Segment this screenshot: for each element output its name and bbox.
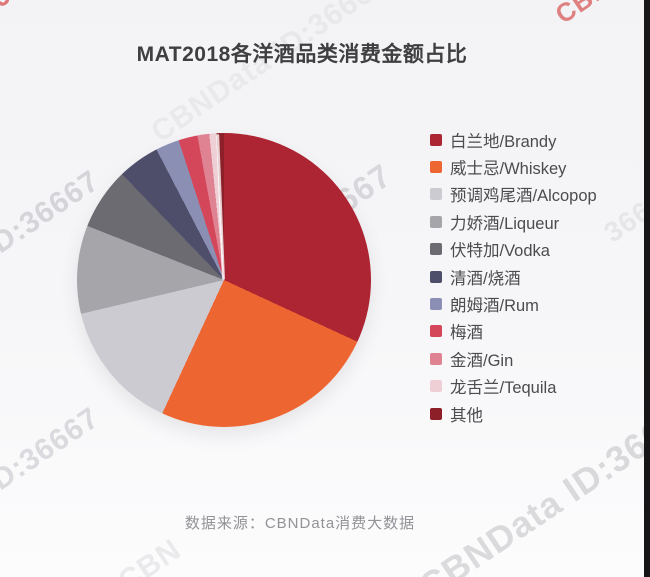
legend-color-swatch bbox=[430, 215, 442, 228]
legend-label: 威士忌/Whiskey bbox=[450, 160, 567, 179]
legend-item: 威士忌/Whiskey bbox=[430, 153, 645, 180]
legend-item: 朗姆酒/Rum bbox=[430, 290, 645, 317]
data-source-note: 数据来源：CBNData消费大数据 bbox=[184, 515, 416, 532]
legend-label: 朗姆酒/Rum bbox=[450, 297, 539, 316]
legend-item: 力娇酒/Liqueur bbox=[430, 208, 645, 235]
legend-color-swatch bbox=[430, 380, 442, 393]
legend-label: 力娇酒/Liqueur bbox=[450, 214, 560, 233]
legend-label: 其他 bbox=[450, 406, 483, 425]
legend-item: 白兰地/Brandy bbox=[430, 126, 645, 153]
watermark-text: ID:36667 bbox=[0, 401, 106, 503]
legend-item: 龙舌兰/Tequila bbox=[430, 373, 645, 400]
legend-label: 预调鸡尾酒/Alcopop bbox=[450, 187, 597, 206]
watermark-text: 6667 bbox=[0, 0, 44, 24]
legend-color-swatch bbox=[430, 352, 442, 365]
legend-label: 龙舌兰/Tequila bbox=[450, 379, 557, 398]
legend-label: 梅酒 bbox=[450, 324, 483, 343]
legend-label: 伏特加/Vodka bbox=[450, 242, 550, 261]
pie-slice-separator bbox=[216, 134, 225, 281]
legend-color-swatch bbox=[430, 133, 442, 146]
watermark-text: CBN bbox=[112, 532, 188, 577]
legend-label: 金酒/Gin bbox=[450, 351, 514, 370]
legend-label: 清酒/烧酒 bbox=[450, 269, 521, 288]
legend-color-swatch bbox=[430, 298, 442, 311]
watermark-text: CBNData ID:36667 bbox=[145, 0, 395, 149]
legend-item: 金酒/Gin bbox=[430, 345, 645, 372]
chart-title: MAT2018各洋酒品类消费金额占比 bbox=[136, 43, 468, 66]
legend: 白兰地/Brandy 威士忌/Whiskey 预调鸡尾酒/Alcopop 力娇酒/Li… bbox=[430, 126, 645, 427]
legend-item: 伏特加/Vodka bbox=[430, 236, 645, 263]
legend-item: 其他 bbox=[430, 400, 645, 427]
legend-item: 预调鸡尾酒/Alcopop bbox=[430, 181, 645, 208]
right-edge-bar bbox=[644, 0, 650, 577]
legend-item: 清酒/烧酒 bbox=[430, 263, 645, 290]
legend-color-swatch bbox=[430, 188, 442, 201]
legend-color-swatch bbox=[430, 161, 442, 174]
legend-color-swatch bbox=[430, 270, 442, 283]
legend-item: 梅酒 bbox=[430, 318, 645, 345]
legend-color-swatch bbox=[430, 407, 442, 420]
pie-chart bbox=[77, 133, 371, 427]
legend-label: 白兰地/Brandy bbox=[450, 132, 557, 151]
legend-color-swatch bbox=[430, 325, 442, 338]
watermark-text: CBNData bbox=[550, 0, 650, 30]
legend-color-swatch bbox=[430, 243, 442, 256]
